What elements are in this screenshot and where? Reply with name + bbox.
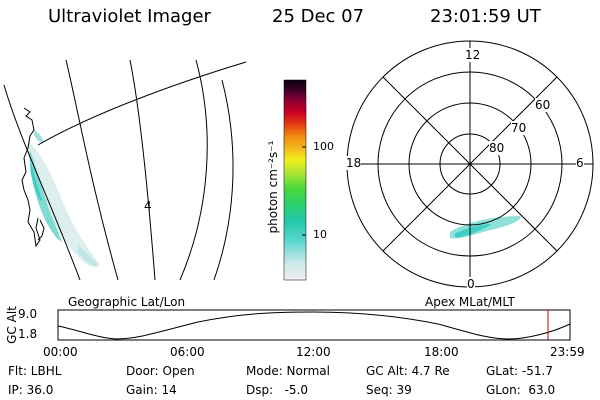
polar-lat-60: 60 (535, 98, 551, 112)
altitude-curve (57, 311, 571, 340)
altitude-plot (57, 309, 571, 341)
polar-mlt-6: 6 (576, 156, 584, 170)
colorbar-gradient (283, 79, 307, 281)
info-ip: IP: 36.0 (8, 383, 54, 397)
info-mode: Mode: Normal (246, 364, 330, 378)
info-gain: Gain: 14 (126, 383, 177, 397)
altitude-xtick-1200: 12:00 (296, 345, 331, 359)
geo-grid-label: 4 (144, 199, 152, 213)
altitude-axis-label: GC Alt (5, 306, 19, 344)
info-glat: GLat: -51.7 (486, 364, 553, 378)
polar-lat-80: 80 (489, 141, 505, 155)
colorbar-tick-100: 100 (313, 140, 334, 153)
info-door: Door: Open (126, 364, 195, 378)
polar-plot-label: Apex MLat/MLT (425, 295, 515, 309)
geo-map-label: Geographic Lat/Lon (68, 295, 186, 309)
geo-coastline (21, 107, 41, 248)
colorbar-tick-10: 10 (313, 228, 327, 241)
polar-lat-70: 70 (511, 121, 527, 135)
geo-grid (3, 59, 247, 281)
polar-plot (346, 40, 594, 288)
colorbar-unit-label: photon cm⁻²s⁻¹ (266, 140, 280, 234)
altitude-xtick-2359: 23:59 (550, 345, 585, 359)
polar-mlt-12: 12 (465, 48, 481, 62)
altitude-tick-9: 9.0 (18, 307, 38, 321)
polar-mlt-0: 0 (467, 277, 475, 291)
instrument-title: Ultraviolet Imager (48, 6, 211, 27)
altitude-tick-1-8: 1.8 (18, 327, 38, 341)
date-label: 25 Dec 07 (272, 6, 365, 27)
altitude-xtick-0600: 06:00 (170, 345, 205, 359)
altitude-xtick-1800: 18:00 (424, 345, 459, 359)
time-label: 23:01:59 UT (430, 6, 541, 27)
info-seq: Seq: 39 (366, 383, 412, 397)
geo-aurora-emission (27, 130, 101, 268)
info-gc-alt: GC Alt: 4.7 Re (366, 364, 450, 378)
altitude-xtick-0000: 00:00 (43, 345, 78, 359)
colorbar (283, 79, 307, 281)
info-glon: GLon: 63.0 (486, 383, 556, 397)
polar-mlt-18: 18 (346, 156, 362, 170)
info-flt: Flt: LBHL (8, 364, 62, 378)
geographic-map: 4 (3, 59, 247, 281)
info-dsp: Dsp: -5.0 (246, 383, 309, 397)
